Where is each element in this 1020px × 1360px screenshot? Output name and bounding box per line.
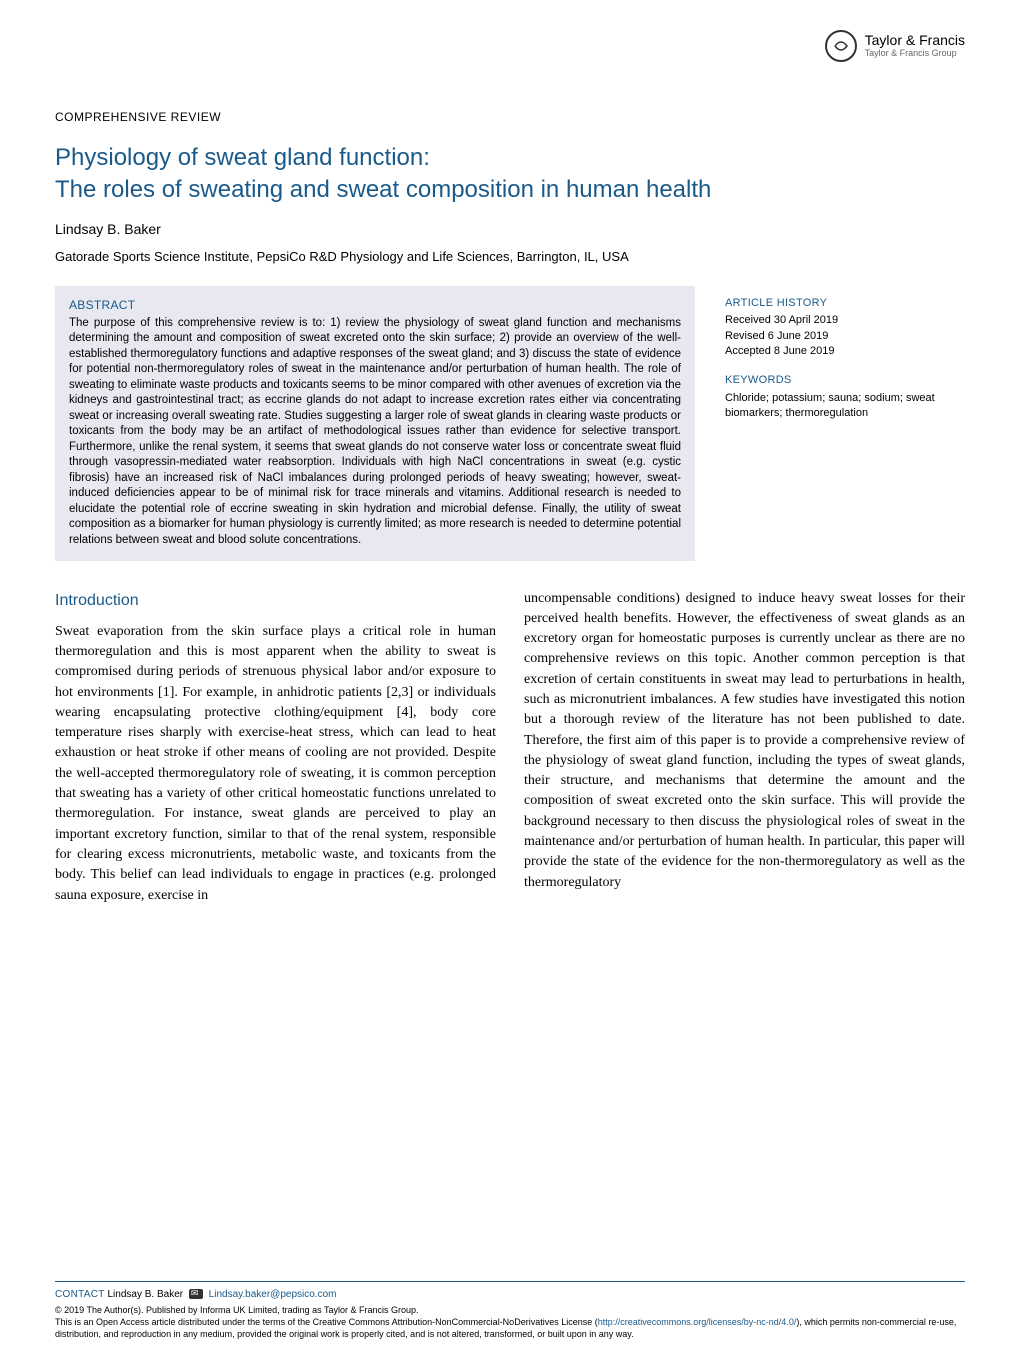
article-history: ARTICLE HISTORY Received 30 April 2019 R… — [725, 296, 965, 360]
publisher-icon — [825, 30, 857, 62]
title-line-2: The roles of sweating and sweat composit… — [55, 176, 711, 203]
abstract-text: The purpose of this comprehensive review… — [69, 316, 681, 549]
contact-line: CONTACT Lindsay B. Baker Lindsay.baker@p… — [55, 1288, 965, 1302]
email-icon — [189, 1289, 203, 1299]
history-received: Received 30 April 2019 — [725, 313, 965, 328]
keywords-text: Chloride; potassium; sauna; sodium; swea… — [725, 391, 965, 422]
article-title: Physiology of sweat gland function: The … — [55, 142, 965, 207]
author-affiliation: Gatorade Sports Science Institute, Pepsi… — [55, 249, 965, 264]
history-heading: ARTICLE HISTORY — [725, 296, 965, 311]
publisher-name: Taylor & Francis — [865, 33, 965, 48]
keywords-block: KEYWORDS Chloride; potassium; sauna; sod… — [725, 373, 965, 421]
column-right: uncompensable conditions) designed to in… — [524, 589, 965, 906]
title-line-1: Physiology of sweat gland function: — [55, 144, 430, 171]
history-accepted: Accepted 8 June 2019 — [725, 344, 965, 359]
contact-label: CONTACT — [55, 1289, 105, 1300]
author-name: Lindsay B. Baker — [55, 221, 965, 237]
history-revised: Revised 6 June 2019 — [725, 329, 965, 344]
publisher-group: Taylor & Francis Group — [865, 49, 965, 59]
article-sidebar: ARTICLE HISTORY Received 30 April 2019 R… — [725, 286, 965, 561]
page-footer: CONTACT Lindsay B. Baker Lindsay.baker@p… — [55, 1281, 965, 1340]
license-text-1: This is an Open Access article distribut… — [55, 1317, 598, 1327]
license-statement: This is an Open Access article distribut… — [55, 1316, 965, 1340]
publisher-text: Taylor & Francis Taylor & Francis Group — [865, 33, 965, 58]
abstract-heading: ABSTRACT — [69, 298, 681, 312]
contact-name: Lindsay B. Baker — [107, 1289, 183, 1300]
abstract-box: ABSTRACT The purpose of this comprehensi… — [55, 286, 695, 561]
keywords-heading: KEYWORDS — [725, 373, 965, 388]
body-paragraph-1: Sweat evaporation from the skin surface … — [55, 622, 496, 906]
abstract-section: ABSTRACT The purpose of this comprehensi… — [55, 286, 965, 561]
license-url[interactable]: http://creativecommons.org/licenses/by-n… — [598, 1317, 797, 1327]
copyright-line: © 2019 The Author(s). Published by Infor… — [55, 1304, 965, 1316]
article-type: COMPREHENSIVE REVIEW — [55, 110, 965, 124]
body-paragraph-2: uncompensable conditions) designed to in… — [524, 589, 965, 893]
body-columns: Introduction Sweat evaporation from the … — [55, 589, 965, 906]
column-left: Introduction Sweat evaporation from the … — [55, 589, 496, 906]
contact-email[interactable]: Lindsay.baker@pepsico.com — [209, 1289, 337, 1300]
publisher-logo: Taylor & Francis Taylor & Francis Group — [825, 30, 965, 62]
introduction-heading: Introduction — [55, 589, 496, 612]
